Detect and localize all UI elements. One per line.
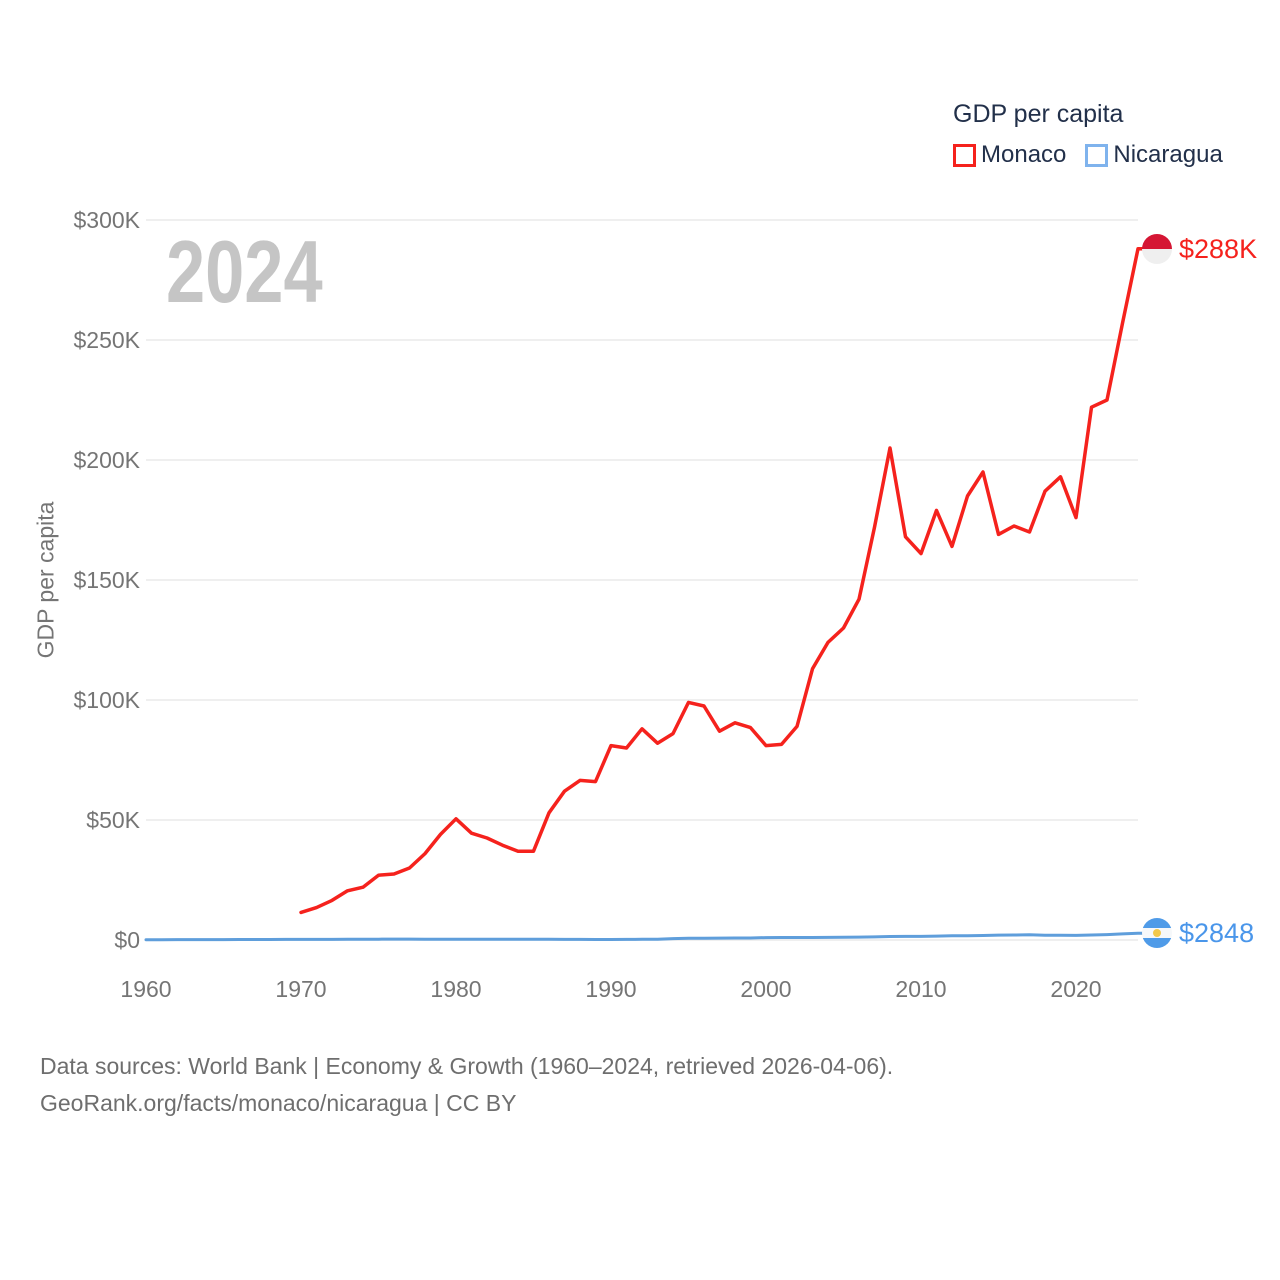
nicaragua-end-value: $2848 bbox=[1179, 917, 1255, 948]
legend-item-nicaragua[interactable]: Nicaragua bbox=[1085, 141, 1223, 169]
series-line-monaco[interactable] bbox=[299, 247, 1148, 915]
x-tick-label: 2000 bbox=[740, 976, 792, 1002]
footer-sources-line: Data sources: World Bank | Economy & Gro… bbox=[40, 1053, 894, 1079]
series-line-nicaragua[interactable] bbox=[144, 931, 1148, 942]
legend-title: GDP per capita bbox=[953, 100, 1124, 128]
x-tick-label: 2020 bbox=[1050, 976, 1102, 1002]
legend-item-monaco[interactable]: Monaco bbox=[953, 141, 1066, 169]
chart-legend: GDP per capita Monaco Nicaragua bbox=[953, 100, 1223, 169]
y-tick-label: $50K bbox=[86, 807, 140, 833]
x-tick-label: 1970 bbox=[275, 976, 327, 1002]
y-tick-label: $150K bbox=[73, 567, 140, 593]
legend-swatch-monaco bbox=[953, 143, 976, 167]
nicaragua-flag-icon bbox=[1142, 918, 1172, 948]
legend-label-nicaragua: Nicaragua bbox=[1113, 141, 1223, 168]
monaco-end-value: $288K bbox=[1179, 233, 1258, 264]
year-watermark: 2024 bbox=[166, 222, 323, 321]
x-tick-label: 1980 bbox=[430, 976, 482, 1002]
y-tick-label: $0 bbox=[114, 927, 140, 953]
x-tick-label: 1960 bbox=[120, 976, 172, 1002]
x-tick-label: 1990 bbox=[585, 976, 637, 1002]
y-tick-label: $300K bbox=[73, 207, 140, 233]
monaco-end-label: $288K bbox=[1142, 234, 1257, 264]
x-tick-label: 2010 bbox=[895, 976, 947, 1002]
footer-attribution-line: GeoRank.org/facts/monaco/nicaragua | CC … bbox=[40, 1090, 517, 1116]
y-tick-label: $100K bbox=[73, 687, 140, 713]
legend-label-monaco: Monaco bbox=[981, 141, 1067, 168]
chart-footer: Data sources: World Bank | Economy & Gro… bbox=[40, 1048, 893, 1122]
legend-swatch-nicaragua bbox=[1085, 143, 1109, 167]
nicaragua-end-label: $2848 bbox=[1142, 918, 1254, 948]
legend-items: Monaco Nicaragua bbox=[953, 141, 1223, 169]
y-tick-label: $250K bbox=[73, 327, 140, 353]
y-tick-label: $200K bbox=[73, 447, 140, 473]
monaco-flag-icon bbox=[1142, 234, 1172, 264]
